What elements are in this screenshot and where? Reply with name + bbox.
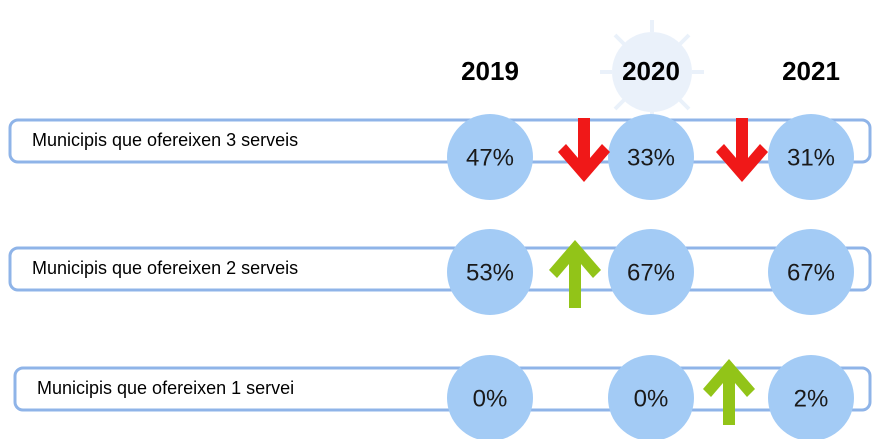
value-circle bbox=[608, 229, 694, 315]
value-text: 67% bbox=[627, 259, 675, 286]
value-text: 47% bbox=[466, 144, 514, 171]
value-text: 0% bbox=[473, 385, 508, 412]
value-circle bbox=[608, 114, 694, 200]
up-arrow bbox=[549, 240, 601, 308]
value-circle bbox=[447, 114, 533, 200]
value-circle bbox=[447, 229, 533, 315]
row-label: Municipis que ofereixen 3 serveis bbox=[32, 130, 298, 150]
up-arrow bbox=[703, 359, 755, 425]
virus-icon bbox=[600, 20, 704, 124]
value-circle bbox=[768, 114, 854, 200]
value-text: 33% bbox=[627, 144, 675, 171]
year: 2019 bbox=[461, 56, 519, 86]
year: 2021 bbox=[782, 56, 840, 86]
arrows bbox=[549, 118, 768, 425]
year-headers: 2019 2020 2021 bbox=[461, 56, 840, 86]
year: 2020 bbox=[622, 56, 680, 86]
value-circle bbox=[447, 355, 533, 439]
value-text: 2% bbox=[794, 385, 829, 412]
value-text: 31% bbox=[787, 144, 835, 171]
value-circle bbox=[608, 355, 694, 439]
value-circle bbox=[768, 355, 854, 439]
value-text: 67% bbox=[787, 259, 835, 286]
rows: Municipis que ofereixen 3 serveis 47% 33% 3… bbox=[8, 114, 872, 439]
row-label: Municipis que ofereixen 1 servei bbox=[37, 378, 294, 398]
row-label: Municipis que ofereixen 2 serveis bbox=[32, 258, 298, 278]
down-arrow bbox=[716, 118, 768, 182]
down-arrow bbox=[558, 118, 610, 182]
value-text: 53% bbox=[466, 259, 514, 286]
value-circle bbox=[768, 229, 854, 315]
value-text: 0% bbox=[634, 385, 669, 412]
